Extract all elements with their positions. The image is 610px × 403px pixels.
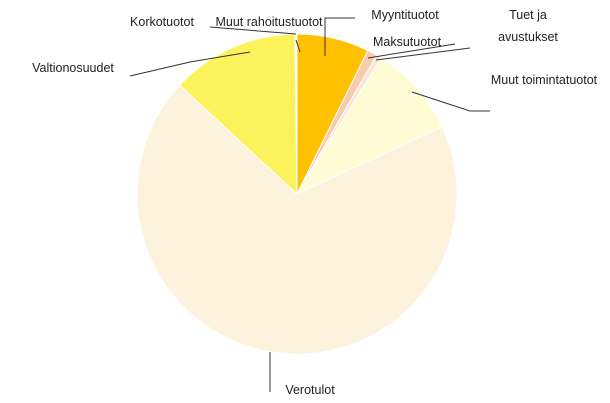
slice-label: Maksutuotot <box>372 35 442 49</box>
pie-slice <box>136 84 458 355</box>
slice-label: Korkotuotot <box>130 15 194 29</box>
leader-line <box>324 17 355 56</box>
leader-line <box>129 51 251 77</box>
slice-label: Muut rahoitustuotot <box>215 15 323 29</box>
leader-line <box>295 39 301 53</box>
leader-line <box>411 91 490 112</box>
leader-line <box>375 47 471 61</box>
slice-label: Tuet ja avustukset <box>498 8 558 44</box>
leader-line <box>209 26 297 35</box>
slice-label: Verotulot <box>285 383 335 397</box>
slice-label: Muut toimintatuotot <box>490 73 598 87</box>
leader-line <box>367 43 456 59</box>
pie-slice <box>178 33 298 196</box>
slice-label: Valtionosuudet <box>32 61 114 75</box>
slice-label: Myyntituotot <box>371 8 439 22</box>
